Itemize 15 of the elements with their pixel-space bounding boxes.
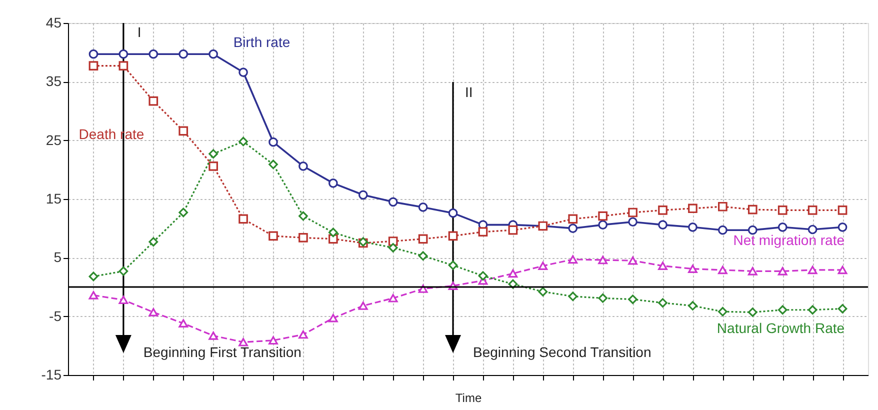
y-tick-label: -15 [41,366,62,382]
x-axis-title: Time [455,391,482,405]
series-label: Birth rate [233,34,290,50]
series-label: Net migration rate [733,232,845,248]
annotation: Beginning Second Transition [473,344,652,360]
annotation: I [137,24,142,40]
annotation: II [465,84,473,100]
y-tick-label: 45 [46,14,62,30]
y-tick-label: 35 [46,73,62,90]
y-tick-label: 25 [46,132,62,148]
annotation: Beginning First Transition [143,344,302,360]
y-tick-label: 15 [46,190,62,206]
y-tick-label: 5 [54,249,62,266]
y-tick-label: -5 [49,308,62,324]
series-label: Natural Growth Rate [716,320,845,336]
